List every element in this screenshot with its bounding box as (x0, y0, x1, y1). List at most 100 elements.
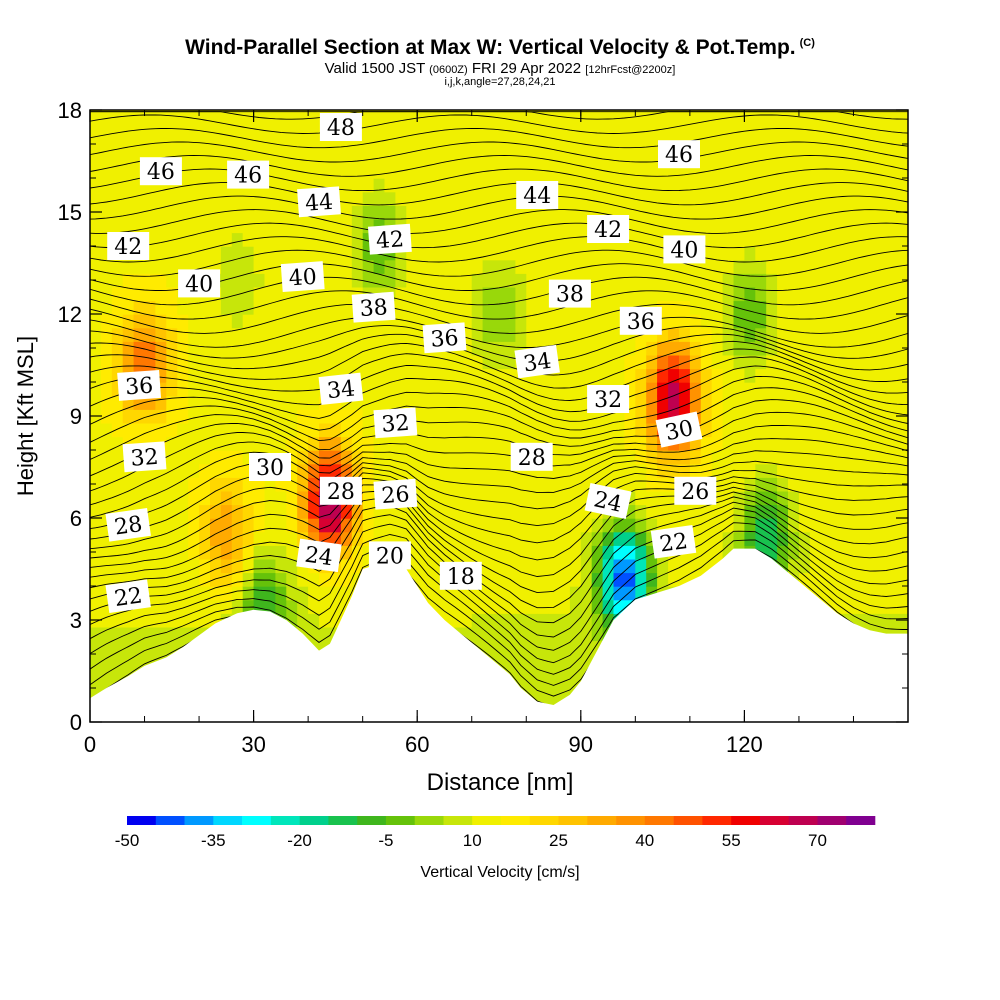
w-cell (788, 110, 800, 125)
w-cell (624, 382, 636, 397)
w-cell (668, 477, 680, 492)
theta-label: 34 (514, 344, 560, 379)
w-cell (853, 599, 866, 614)
w-cell (449, 232, 462, 247)
w-cell (635, 259, 647, 274)
w-cell (733, 300, 746, 315)
w-cell (428, 286, 440, 302)
w-cell (657, 327, 669, 342)
w-cell (362, 205, 375, 220)
theta-label-text: 44 (523, 184, 551, 209)
w-cell (199, 395, 211, 410)
w-cell (700, 341, 713, 356)
w-cell (220, 205, 233, 220)
w-cell (569, 150, 582, 166)
w-cell (155, 640, 167, 655)
w-cell (297, 477, 309, 492)
y-tick-label: 12 (58, 302, 82, 327)
w-cell (504, 395, 517, 410)
w-cell (886, 518, 898, 533)
w-cell (504, 436, 517, 451)
w-cell (439, 545, 451, 560)
w-cell (242, 395, 255, 410)
w-cell (122, 545, 135, 560)
w-cell (744, 191, 756, 206)
w-cell (493, 409, 506, 424)
w-cell (471, 246, 484, 261)
w-cell (733, 314, 746, 329)
theta-label-text: 28 (327, 480, 355, 505)
w-cell (220, 232, 233, 247)
w-cell (668, 164, 680, 179)
w-cell (286, 164, 298, 179)
w-cell (493, 531, 506, 546)
w-cell (242, 504, 255, 519)
w-cell (264, 558, 277, 574)
w-cell (210, 558, 222, 574)
w-cell (100, 123, 113, 138)
w-cell (406, 558, 418, 574)
w-cell (264, 586, 277, 601)
w-cell (526, 246, 538, 261)
w-cell (875, 504, 887, 519)
w-cell (755, 205, 767, 220)
w-cell (406, 273, 418, 288)
w-cell (875, 368, 887, 383)
w-cell (144, 137, 157, 152)
w-cell (777, 246, 789, 261)
w-cell (90, 246, 102, 261)
w-cell (199, 178, 211, 193)
theta-label-box (587, 215, 630, 243)
w-cell (253, 246, 266, 261)
w-cell (864, 341, 876, 356)
w-cell (100, 137, 113, 152)
w-cell (820, 341, 833, 356)
w-cell (766, 273, 778, 288)
w-cell (275, 137, 287, 152)
w-cell (155, 368, 167, 383)
w-cell (897, 191, 908, 206)
w-cell (297, 382, 309, 397)
w-cell (668, 286, 680, 302)
w-cell (231, 450, 244, 465)
w-cell (253, 150, 266, 166)
w-cell (122, 150, 135, 166)
w-cell (493, 586, 506, 601)
w-cell (439, 436, 451, 451)
theta-label: 42 (107, 232, 150, 260)
w-cell (831, 382, 844, 397)
w-cell (722, 164, 735, 179)
w-cell (711, 286, 724, 302)
w-cell (809, 178, 822, 193)
theta-label-box (227, 160, 270, 189)
w-cell (340, 436, 353, 451)
w-cell (308, 123, 320, 138)
w-cell (242, 123, 255, 138)
w-cell (515, 626, 527, 642)
w-cell (493, 654, 506, 669)
w-cell (515, 545, 527, 560)
w-cell (820, 572, 833, 587)
w-cell (199, 354, 211, 370)
w-cell (864, 586, 876, 601)
w-cell (144, 640, 157, 655)
w-cell (155, 477, 167, 492)
w-cell (526, 314, 538, 329)
w-cell (798, 463, 811, 478)
w-cell (188, 477, 200, 492)
w-cell (166, 490, 178, 506)
w-cell (231, 477, 244, 492)
w-cell (613, 273, 626, 288)
w-cell (679, 450, 691, 465)
w-cell (133, 110, 146, 125)
isentrope-line (90, 467, 908, 540)
w-cell (231, 409, 244, 424)
w-cell (722, 545, 735, 560)
w-cell (308, 504, 320, 519)
w-cell (144, 586, 157, 601)
w-cell (755, 422, 767, 438)
w-cell (853, 382, 866, 397)
w-cell (242, 191, 255, 206)
w-cell (406, 259, 418, 274)
w-cell (439, 450, 451, 465)
